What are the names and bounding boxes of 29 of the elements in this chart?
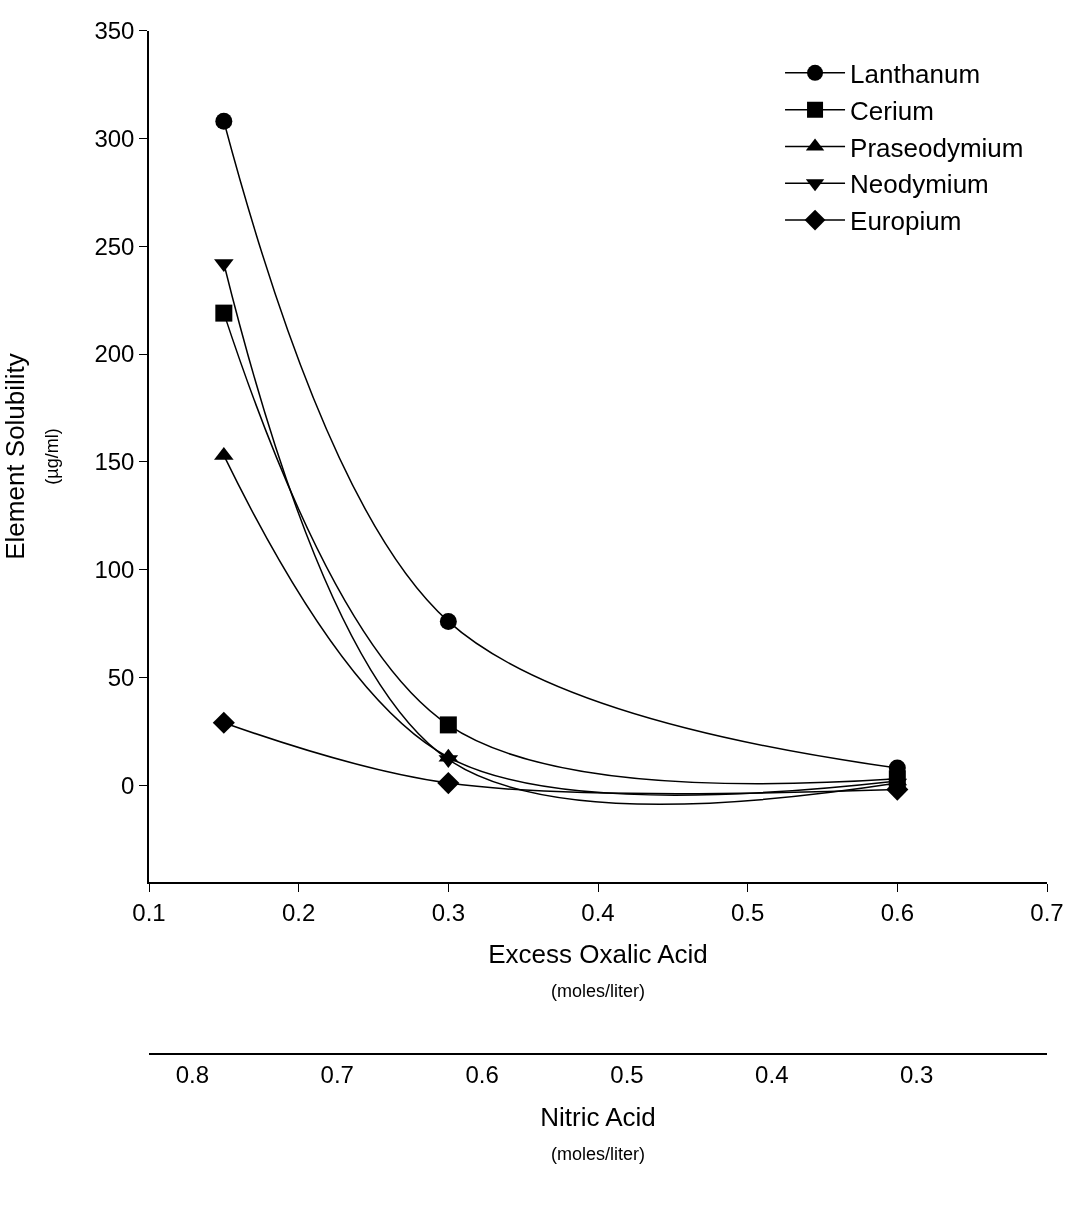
x-tick-label: 0.2 <box>281 898 316 926</box>
x2-tick-label: 0.3 <box>899 1061 934 1089</box>
y-tick-label: 50 <box>107 663 135 691</box>
x2-tick-label: 0.6 <box>465 1061 499 1089</box>
y-tick-label: 100 <box>94 556 135 584</box>
x2-tick-label: 0.8 <box>175 1061 210 1089</box>
y-tick-label: 0 <box>121 771 135 799</box>
x-axis-title: Excess Oxalic Acid (moles/liter) <box>488 939 708 1001</box>
y-axis-title: Element Solubility (µg/ml) <box>0 353 62 560</box>
x2-tick-label: 0.4 <box>755 1061 789 1089</box>
y-tick-label: 250 <box>94 232 135 260</box>
x-tick-label: 0.1 <box>132 898 166 926</box>
y-tick-label: 150 <box>94 448 135 476</box>
legend-label: Praseodymium <box>850 132 1024 163</box>
legend-label: Cerium <box>850 95 934 126</box>
legend-label: Lanthanum <box>850 59 981 89</box>
x2-tick-label: 0.5 <box>610 1061 644 1089</box>
y-tick-label: 300 <box>94 124 135 152</box>
x-tick-label: 0.3 <box>431 898 466 926</box>
x-tick-label: 0.7 <box>1030 898 1064 926</box>
y-tick-label: 200 <box>94 340 135 368</box>
x2-axis-title: Nitric Acid (moles/liter) <box>540 1102 656 1165</box>
legend-label: Europium <box>850 206 962 237</box>
legend-label: Neodymium <box>850 169 989 200</box>
x2-tick-label: 0.7 <box>320 1061 354 1089</box>
y-tick-label: 350 <box>94 17 135 45</box>
x-tick-label: 0.6 <box>880 898 915 926</box>
x-tick-label: 0.5 <box>730 898 765 926</box>
x-tick-label: 0.4 <box>581 898 615 926</box>
